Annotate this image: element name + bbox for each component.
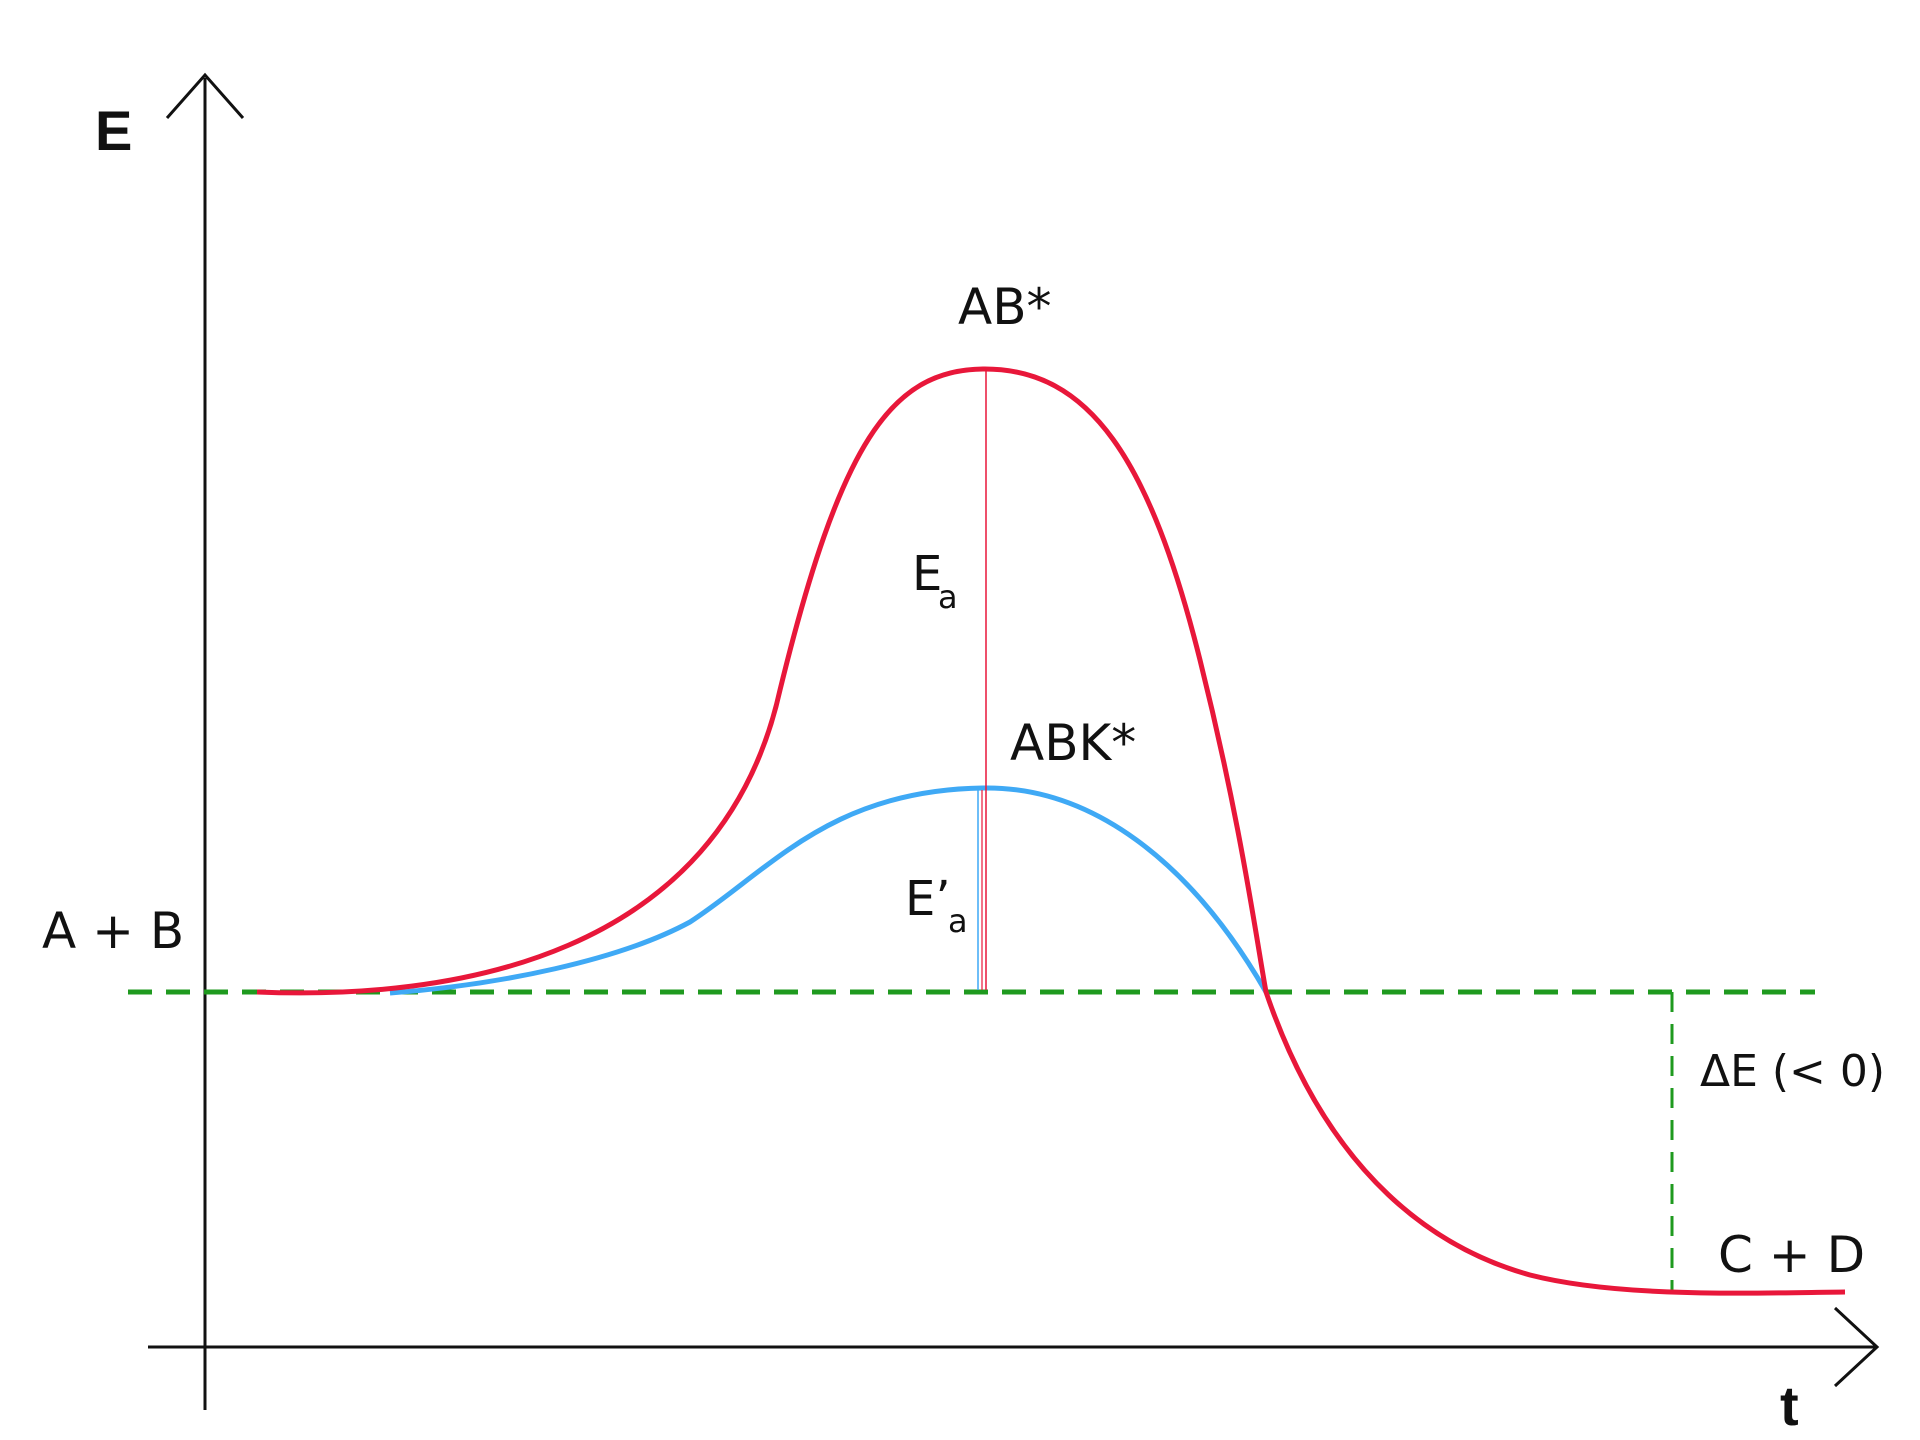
y-axis-label: E (95, 99, 132, 162)
axes (148, 72, 1880, 1410)
catalyzed-curve (389, 785, 1269, 996)
reactants-label: A + B (42, 902, 184, 960)
y-axis-arrowhead (165, 72, 245, 119)
x-axis-label: t (1780, 1374, 1799, 1437)
x-axis-arrowhead (1833, 1306, 1880, 1388)
catalyzed-activation-energy-subscript: a (948, 902, 968, 940)
uncatalyzed-curve (256, 366, 1846, 1296)
activation-energy-label: E (912, 546, 942, 602)
activation-energy-subscript: a (938, 578, 958, 616)
catalyzed-ts-label: ABK* (1010, 714, 1136, 772)
catalyzed-activation-energy-label: E’ (905, 871, 951, 927)
delta-e-label: ΔE (< 0) (1700, 1046, 1885, 1097)
products-label: C + D (1718, 1226, 1865, 1284)
uncatalyzed-ts-label: AB* (958, 278, 1052, 336)
